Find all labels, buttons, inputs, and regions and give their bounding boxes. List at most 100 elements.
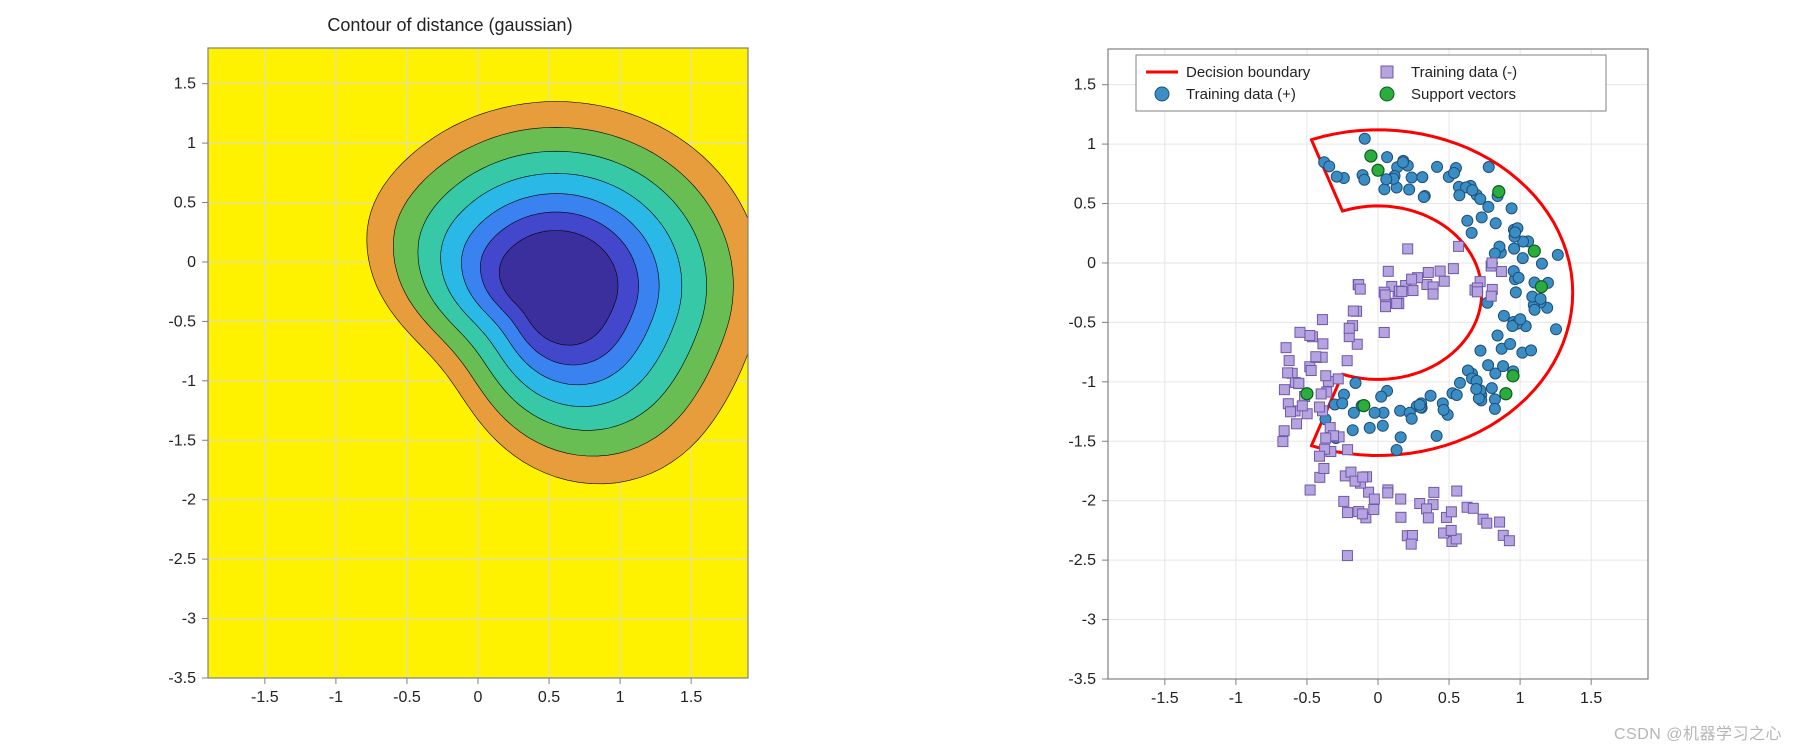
svg-text:-1.5: -1.5: [168, 432, 196, 449]
point-plus: [1364, 422, 1375, 433]
point-minus: [1279, 426, 1289, 436]
svg-text:1.5: 1.5: [173, 76, 195, 93]
watermark: CSDN @机器学习之心: [1614, 720, 1782, 744]
point-minus: [1316, 389, 1326, 399]
point-minus: [1355, 284, 1365, 294]
svg-text:-3.5: -3.5: [1068, 671, 1096, 688]
point-plus: [1550, 324, 1561, 335]
point-plus: [1350, 377, 1361, 388]
point-plus: [1431, 161, 1442, 172]
point-minus: [1486, 291, 1496, 301]
point-plus: [1506, 203, 1517, 214]
point-plus: [1525, 345, 1536, 356]
svg-text:0: 0: [473, 689, 482, 706]
point-plus: [1406, 413, 1417, 424]
point-minus: [1451, 486, 1461, 496]
point-plus: [1323, 161, 1334, 172]
svg-text:1.5: 1.5: [1073, 77, 1095, 94]
point-minus: [1428, 487, 1438, 497]
svg-text:-0.5: -0.5: [1293, 690, 1321, 707]
point-plus: [1552, 249, 1563, 260]
point-plus: [1453, 190, 1464, 201]
point-plus: [1535, 293, 1546, 304]
svg-text:-3.5: -3.5: [168, 670, 196, 687]
left-title: Contour of distance (gaussian): [138, 15, 763, 36]
svg-text:-1.5: -1.5: [1151, 690, 1179, 707]
point-minus: [1317, 339, 1327, 349]
point-plus: [1486, 383, 1497, 394]
point-minus: [1342, 356, 1352, 366]
svg-text:-2: -2: [1081, 493, 1095, 510]
point-minus: [1279, 385, 1289, 395]
legend: Decision boundaryTraining data (+)Traini…: [1136, 55, 1606, 111]
point-minus: [1395, 494, 1405, 504]
point-minus: [1383, 266, 1393, 276]
point-plus: [1397, 157, 1408, 168]
svg-text:-2: -2: [181, 492, 195, 509]
point-minus: [1348, 306, 1358, 316]
svg-text:0: 0: [1087, 255, 1096, 272]
point-plus: [1394, 405, 1405, 416]
point-plus: [1431, 430, 1442, 441]
point-plus: [1509, 227, 1520, 238]
point-minus: [1406, 539, 1416, 549]
svg-text:-3: -3: [1081, 612, 1095, 629]
point-plus: [1425, 390, 1436, 401]
point-plus: [1347, 425, 1358, 436]
point-minus: [1448, 264, 1458, 274]
point-plus: [1406, 172, 1417, 183]
point-minus: [1439, 276, 1449, 286]
point-plus: [1331, 171, 1342, 182]
point-minus: [1293, 378, 1303, 388]
point-minus: [1391, 298, 1401, 308]
point-minus: [1428, 289, 1438, 299]
point-plus: [1451, 390, 1462, 401]
point-plus: [1461, 215, 1472, 226]
point-minus: [1446, 507, 1456, 517]
point-minus: [1468, 503, 1478, 513]
point-minus: [1344, 323, 1354, 333]
point-minus: [1333, 374, 1343, 384]
point-minus: [1338, 496, 1348, 506]
point-plus: [1454, 377, 1465, 388]
point-plus: [1358, 174, 1369, 185]
point-plus: [1414, 399, 1425, 410]
scatter-plot: -1.5-1-0.500.511.5-3.5-3-2.5-2-1.5-1-0.5…: [1038, 39, 1663, 724]
point-minus: [1282, 368, 1292, 378]
legend-label: Support vectors: [1411, 86, 1516, 103]
svg-text:-0.5: -0.5: [1068, 314, 1096, 331]
contour-plot: -1.5-1-0.500.511.5-3.5-3-2.5-2-1.5-1-0.5…: [138, 38, 763, 723]
support-vector: [1535, 281, 1547, 293]
point-minus: [1306, 366, 1316, 376]
point-plus: [1514, 314, 1525, 325]
point-minus: [1314, 451, 1324, 461]
point-minus: [1395, 512, 1405, 522]
point-plus: [1470, 384, 1481, 395]
support-vector: [1372, 164, 1384, 176]
point-plus: [1517, 253, 1528, 264]
point-plus: [1492, 330, 1503, 341]
point-plus: [1536, 258, 1547, 269]
support-vector: [1357, 400, 1369, 412]
point-minus: [1494, 517, 1504, 527]
point-minus: [1472, 287, 1482, 297]
point-minus: [1342, 551, 1352, 561]
point-minus: [1402, 244, 1412, 254]
point-minus: [1487, 258, 1497, 268]
svg-text:-3: -3: [181, 611, 195, 628]
point-plus: [1438, 404, 1449, 415]
point-minus: [1446, 525, 1456, 535]
point-minus: [1368, 504, 1378, 514]
support-vector: [1528, 245, 1540, 257]
point-minus: [1380, 302, 1390, 312]
point-minus: [1504, 536, 1514, 546]
point-minus: [1407, 286, 1417, 296]
point-minus: [1406, 274, 1416, 284]
point-plus: [1498, 310, 1509, 321]
point-plus: [1395, 432, 1406, 443]
svg-text:1: 1: [1087, 136, 1096, 153]
point-minus: [1423, 513, 1433, 523]
point-minus: [1291, 419, 1301, 429]
legend-label: Training data (-): [1411, 64, 1517, 81]
svg-text:0: 0: [187, 254, 196, 271]
